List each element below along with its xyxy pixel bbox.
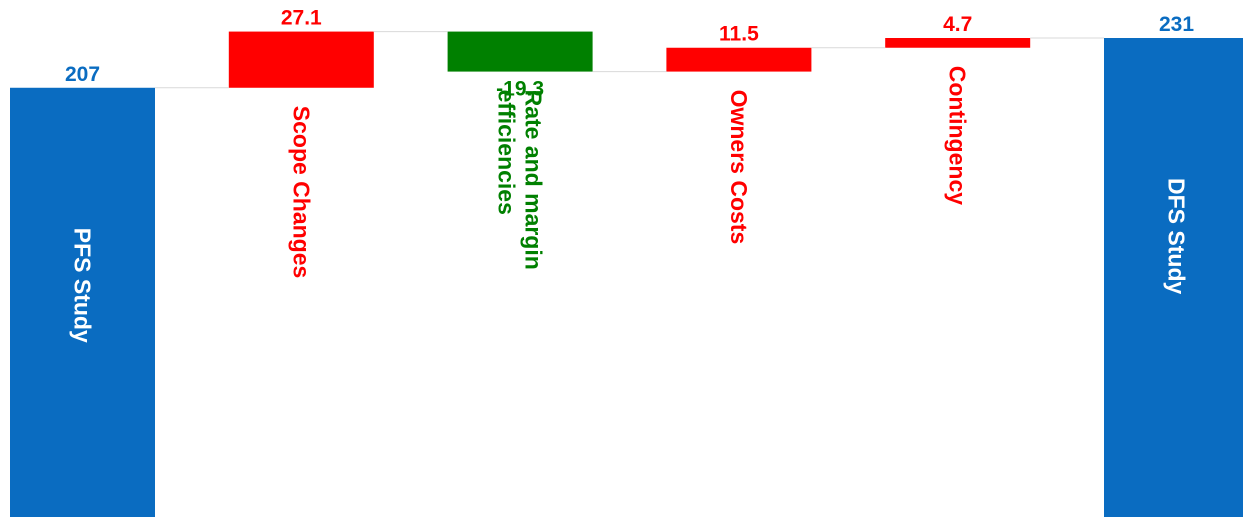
value-label-2: -19.3: [496, 78, 544, 101]
category-label-text-0: PFS Study: [70, 228, 96, 343]
category-label-text-5: DFS Study: [1164, 178, 1190, 294]
category-label-text-2: Rate and marginefficiencies: [494, 90, 547, 270]
category-label-0: PFS Study: [70, 228, 96, 343]
category-label-line: PFS Study: [70, 228, 96, 343]
category-label-2: Rate and marginefficiencies: [494, 90, 547, 270]
category-label-line: Contingency: [945, 66, 971, 205]
bar-2: [447, 31, 593, 72]
category-label-text-3: Owners Costs: [726, 90, 752, 245]
bar-1: [228, 31, 374, 88]
bar-5: [1104, 38, 1243, 517]
category-label-line: Scope Changes: [288, 106, 314, 279]
category-label-4: Contingency: [945, 66, 971, 205]
category-label-line: Rate and margin: [521, 90, 547, 270]
category-label-1: Scope Changes: [288, 106, 314, 279]
value-label-5: 231: [1159, 13, 1194, 36]
category-label-5: DFS Study: [1164, 178, 1190, 294]
value-label-0: 207: [65, 63, 100, 86]
bar-3: [666, 47, 812, 72]
value-label-3: 11.5: [719, 23, 759, 46]
category-label-text-1: Scope Changes: [288, 106, 314, 279]
value-label-1: 27.1: [281, 7, 322, 30]
category-label-3: Owners Costs: [726, 90, 752, 245]
category-label-line: DFS Study: [1164, 178, 1190, 294]
category-label-line: efficiencies: [494, 90, 520, 215]
bar-0: [10, 87, 155, 517]
category-label-text-4: Contingency: [945, 66, 971, 205]
category-label-line: Owners Costs: [726, 90, 752, 245]
value-label-4: 4.7: [943, 13, 972, 36]
bar-4: [885, 38, 1031, 48]
